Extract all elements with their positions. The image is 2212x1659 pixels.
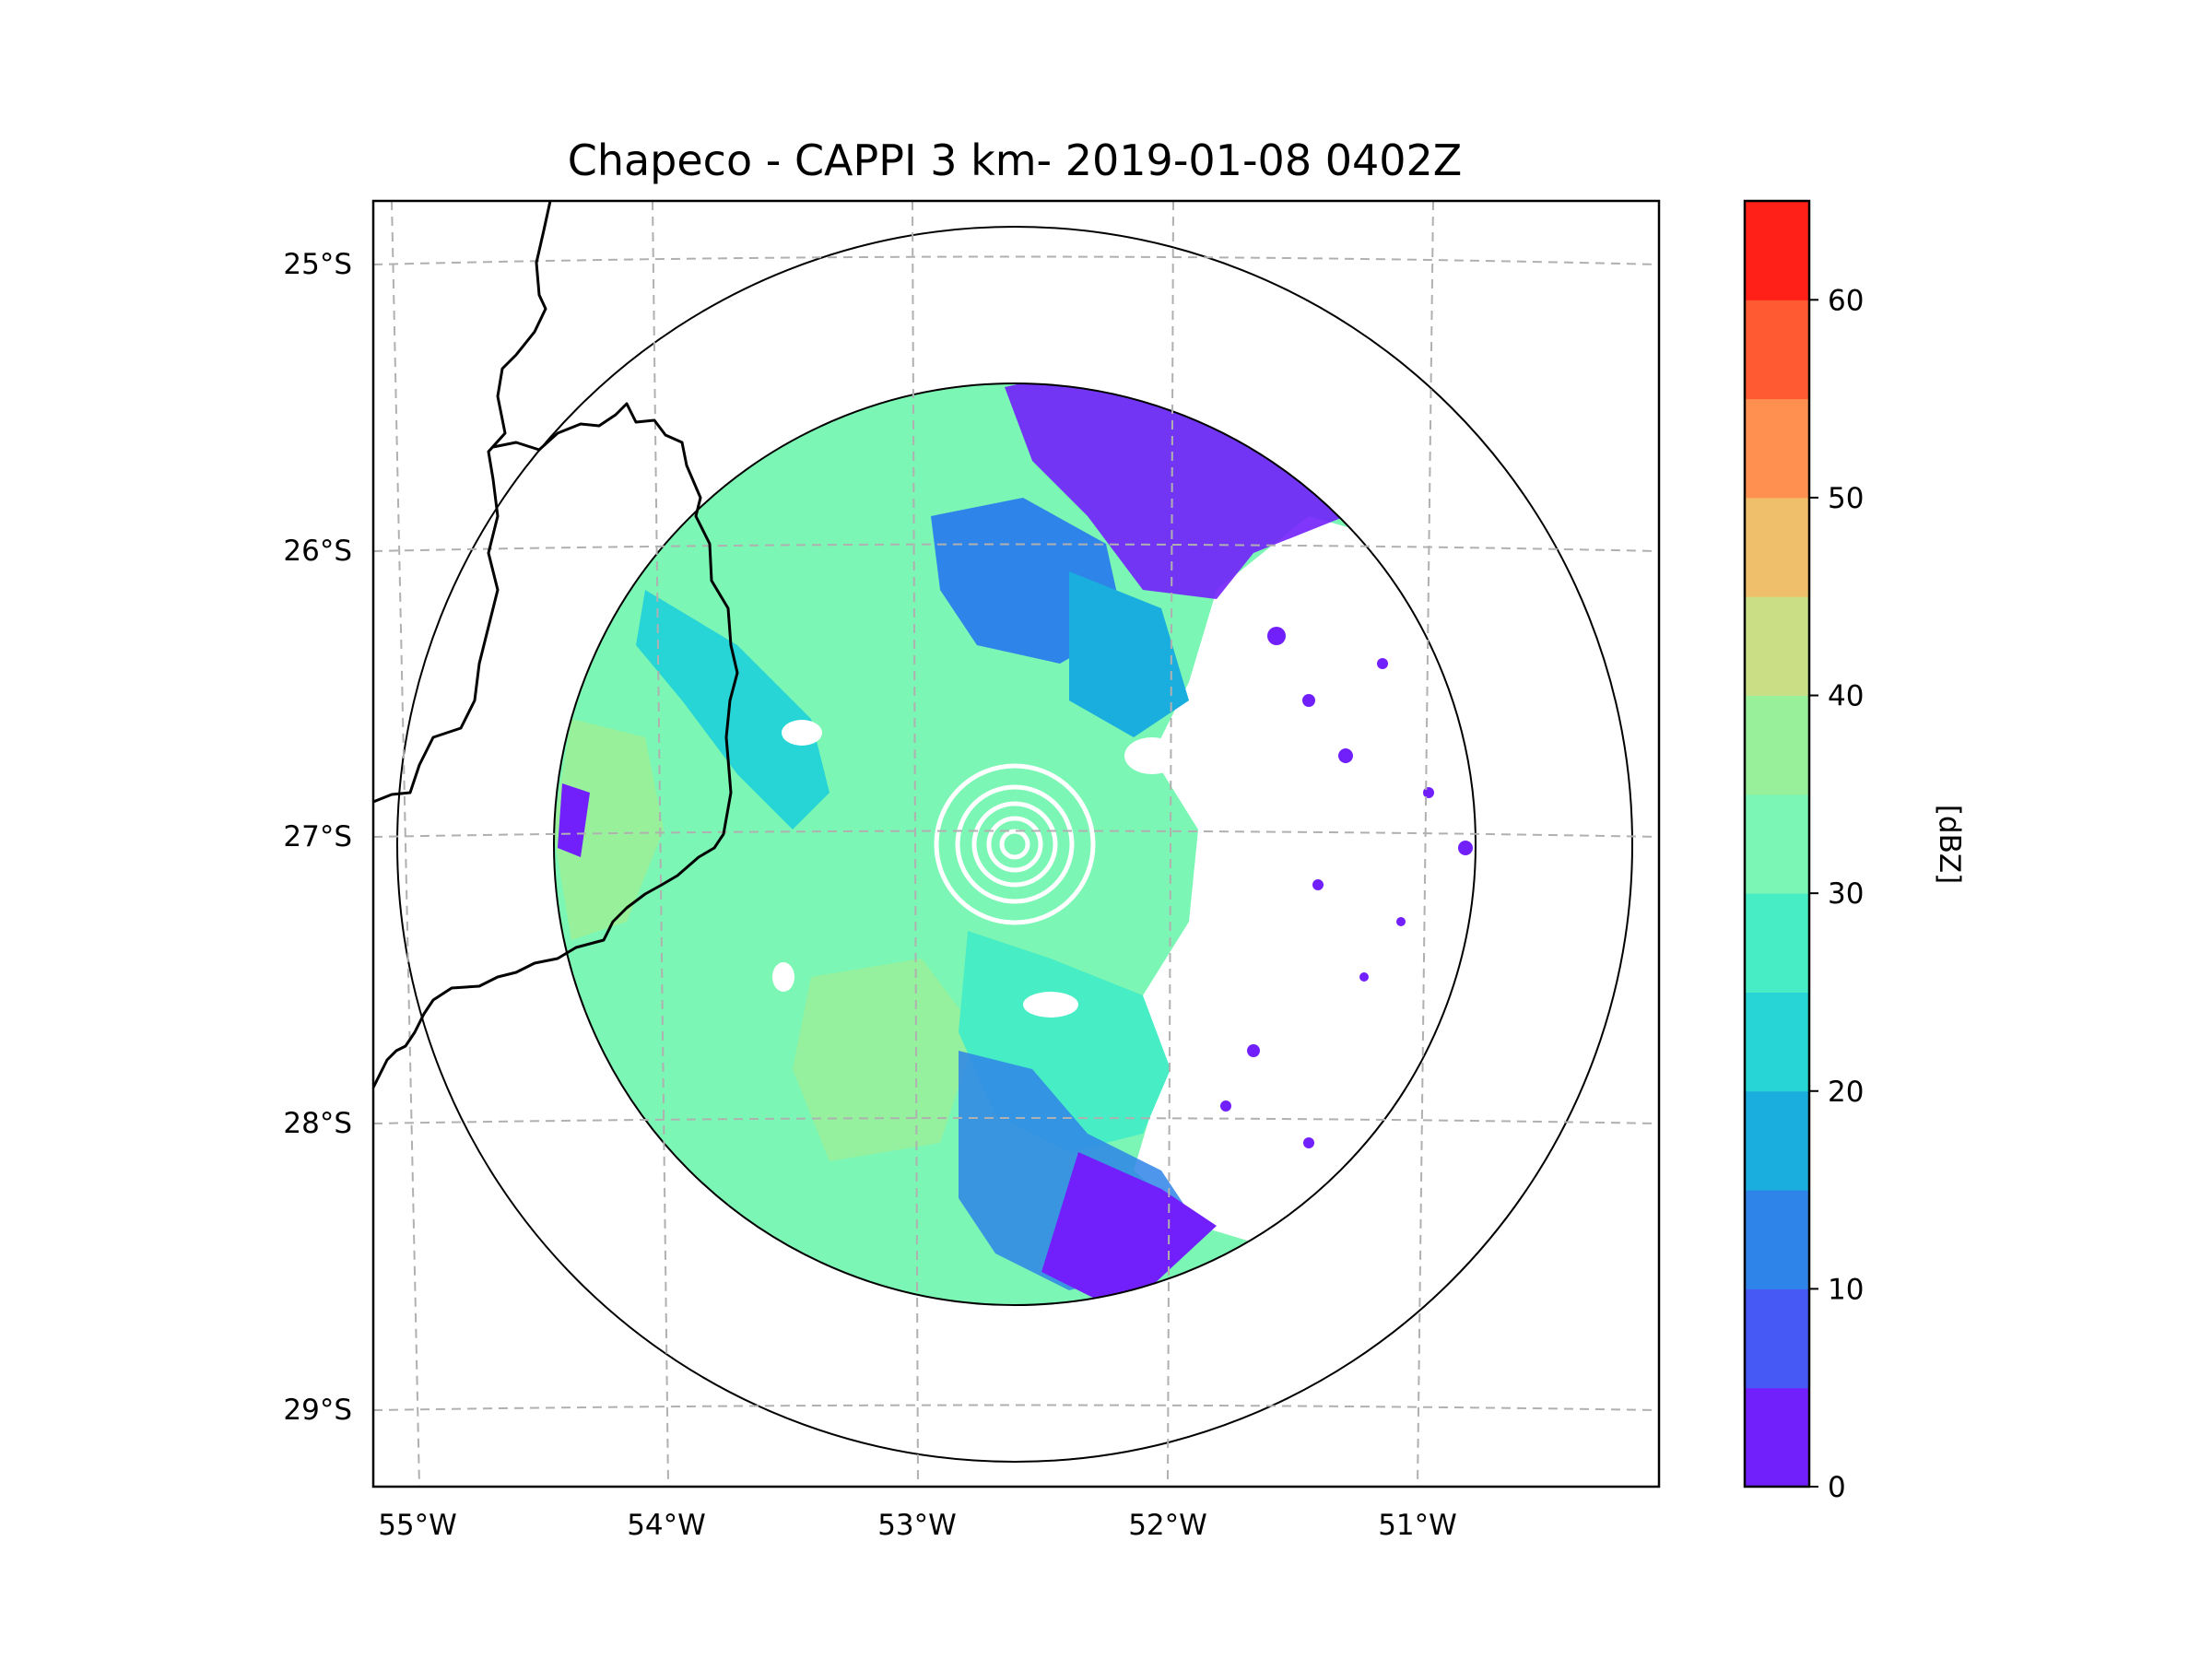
colorbar-segment: [1745, 1190, 1809, 1289]
colorbar: 0 10 20 30 40 50 60 [dBZ]: [1743, 199, 1966, 1504]
lat-tick-labels: 25°S 26°S 27°S 28°S 29°S: [283, 248, 352, 1427]
colorbar-segment: [1745, 201, 1809, 300]
echo-cell: [1458, 841, 1473, 855]
clutter-rings: [934, 763, 1096, 925]
echo-cell: [1396, 917, 1406, 926]
echo-gap: [1124, 737, 1180, 774]
gridline-lat-29: [373, 1404, 1659, 1411]
echo-strong-south: [793, 959, 977, 1161]
echo-cell: [1220, 1100, 1231, 1112]
border-argentina-paraguay: [373, 201, 552, 804]
echo-gap: [782, 720, 822, 746]
colorbar-segment: [1745, 497, 1809, 597]
range-ring-outer: [396, 226, 1633, 1463]
echo-gap: [1023, 992, 1078, 1018]
colorbar-segment: [1745, 1288, 1809, 1389]
colorbar-tick-label: 40: [1828, 680, 1864, 713]
gridline-lat-26: [373, 543, 1659, 552]
colorbar-tick-label: 20: [1828, 1076, 1864, 1109]
map-panel: [371, 199, 1661, 1488]
lat-label-28s: 28°S: [283, 1107, 352, 1140]
gridline-lon-52: [1167, 201, 1174, 1487]
colorbar-tick-label: 0: [1828, 1471, 1846, 1504]
lon-label-54w: 54°W: [627, 1509, 706, 1542]
colorbar-segments: [1745, 201, 1809, 1488]
map-content: [373, 201, 1659, 1487]
lon-label-55w: 55°W: [378, 1509, 457, 1542]
echo-cell: [1302, 694, 1315, 707]
colorbar-segment: [1745, 596, 1809, 697]
lat-label-25s: 25°S: [283, 248, 352, 281]
colorbar-ticks: 0 10 20 30 40 50 60: [1809, 284, 1864, 1504]
echo-cell: [1303, 1137, 1314, 1148]
colorbar-frame: [1743, 199, 1811, 1488]
echo-cell: [1247, 1044, 1260, 1057]
echo-cyan-band: [1069, 571, 1189, 737]
lat-label-27s: 27°S: [283, 820, 352, 853]
echo-cell: [1359, 972, 1369, 982]
lon-tick-labels: 55°W 54°W 53°W 52°W 51°W: [378, 1509, 1457, 1542]
gridline-lon-55: [391, 201, 420, 1487]
echo-cell: [1423, 787, 1434, 798]
echo-strong-west: [554, 719, 664, 940]
colorbar-segment: [1745, 893, 1809, 993]
colorbar-tick-label: 10: [1828, 1273, 1864, 1306]
colorbar-tick-label: 30: [1828, 877, 1864, 911]
map-frame: [371, 199, 1661, 1488]
echo-cell: [1377, 658, 1388, 669]
echo-weak-north: [1005, 383, 1401, 599]
lon-label-51w: 51°W: [1378, 1509, 1457, 1542]
gridline-lat-25: [373, 255, 1659, 265]
colorbar-segment: [1745, 1387, 1809, 1488]
colorbar-segment: [1745, 398, 1809, 499]
colorbar-label: [dBZ]: [1933, 805, 1966, 884]
graticule: [373, 201, 1659, 1487]
lat-label-26s: 26°S: [283, 535, 352, 568]
lon-label-53w: 53°W: [877, 1509, 957, 1542]
echo-gap: [772, 962, 794, 992]
colorbar-segment: [1745, 695, 1809, 795]
range-ring-inner: [553, 382, 1477, 1306]
echo-cell: [1312, 879, 1324, 890]
gridline-lon-51: [1417, 201, 1434, 1487]
colorbar-segment: [1745, 992, 1809, 1092]
echo-violet-west-edge: [558, 783, 590, 857]
map-title: Chapeco - CAPPI 3 km- 2019-01-08 0402Z: [568, 135, 1463, 185]
colorbar-tick-label: 60: [1828, 284, 1864, 317]
echo-violet-southeast: [1041, 1152, 1217, 1300]
gridline-lon-53: [912, 201, 919, 1487]
gridline-lon-54: [652, 201, 669, 1487]
colorbar-tick-label: 50: [1828, 482, 1864, 515]
gridline-lat-27: [373, 830, 1659, 838]
colorbar-segment: [1745, 300, 1809, 400]
echo-cell: [1338, 748, 1353, 763]
country-borders: [373, 201, 739, 1088]
lon-label-52w: 52°W: [1128, 1509, 1207, 1542]
lat-label-29s: 29°S: [283, 1394, 352, 1427]
reflectivity-field: [554, 383, 1476, 1305]
border-argentina-brazil: [373, 402, 739, 1088]
colorbar-segment: [1745, 1090, 1809, 1191]
echo-teal-ridge: [636, 590, 830, 830]
colorbar-segment: [1745, 794, 1809, 894]
echo-cell: [1267, 627, 1286, 645]
gridline-lat-28: [373, 1117, 1659, 1124]
